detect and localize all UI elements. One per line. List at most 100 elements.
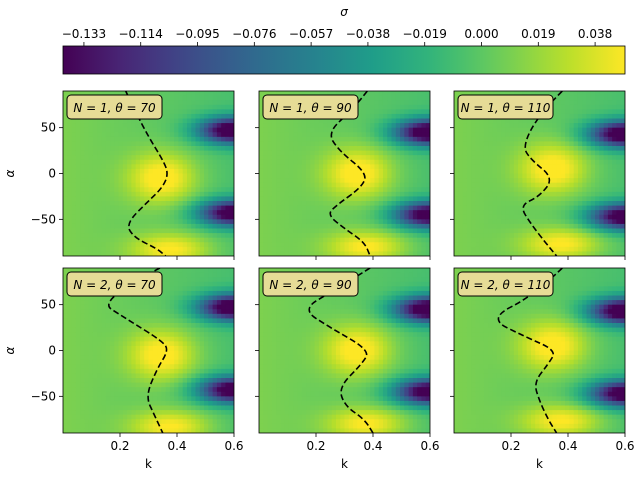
heatmap-cell bbox=[276, 159, 281, 165]
heatmap-cell bbox=[276, 182, 281, 188]
annotation-box bbox=[262, 94, 359, 120]
heatmap-cell bbox=[370, 237, 376, 243]
colorbar-tick-label: −0.076 bbox=[232, 27, 276, 41]
heatmap-cell bbox=[135, 233, 141, 239]
heatmap-cell bbox=[378, 219, 384, 225]
heatmap-cell bbox=[318, 210, 324, 216]
heatmap-cell bbox=[425, 104, 430, 110]
heatmap-cell bbox=[501, 150, 506, 156]
heatmap-cell bbox=[293, 118, 299, 124]
heatmap-cell bbox=[530, 164, 536, 170]
heatmap-cell bbox=[118, 187, 124, 193]
heatmap-cell bbox=[75, 359, 81, 365]
heatmap-cell bbox=[216, 219, 222, 225]
heatmap-cell bbox=[378, 242, 384, 248]
heatmap-cell bbox=[169, 146, 175, 152]
heatmap-cell bbox=[284, 146, 290, 152]
heatmap-cell bbox=[573, 219, 579, 225]
heatmap-cell bbox=[556, 214, 562, 220]
heatmap-cell bbox=[118, 141, 124, 147]
heatmap-cell bbox=[599, 109, 605, 115]
heatmap-cell bbox=[573, 118, 579, 124]
heatmap-cell bbox=[552, 136, 558, 143]
heatmap-cell bbox=[603, 251, 609, 256]
heatmap-cell bbox=[131, 428, 137, 433]
heatmap-cell bbox=[395, 132, 401, 138]
heatmap-cell bbox=[178, 136, 184, 143]
heatmap-cell bbox=[331, 136, 337, 143]
heatmap-cell bbox=[417, 168, 423, 175]
heatmap-cell bbox=[556, 210, 562, 216]
heatmap-cell bbox=[387, 141, 393, 147]
heatmap-cell bbox=[84, 327, 90, 333]
heatmap-cell bbox=[174, 132, 180, 138]
heatmap-cell bbox=[603, 178, 609, 184]
heatmap-cell bbox=[114, 173, 120, 179]
heatmap-cell bbox=[199, 223, 205, 230]
heatmap-cell bbox=[122, 123, 128, 129]
heatmap-cell bbox=[475, 141, 481, 147]
heatmap-cell bbox=[488, 201, 494, 207]
heatmap-cell bbox=[458, 182, 464, 188]
heatmap-cell bbox=[75, 178, 81, 184]
heatmap-cell bbox=[526, 150, 532, 156]
heatmap-cell bbox=[178, 233, 184, 239]
heatmap-cell bbox=[199, 159, 205, 165]
heatmap-cell bbox=[408, 146, 414, 152]
heatmap-cell bbox=[288, 187, 294, 193]
heatmap-cell bbox=[80, 123, 85, 129]
heatmap-cell bbox=[144, 168, 150, 175]
heatmap-cell bbox=[306, 146, 311, 152]
heatmap-cell bbox=[522, 118, 528, 124]
heatmap-cell bbox=[92, 327, 98, 333]
heatmap-cell bbox=[118, 355, 124, 361]
heatmap-cell bbox=[501, 132, 506, 138]
heatmap-cell bbox=[71, 123, 77, 129]
heatmap-cell bbox=[122, 327, 128, 333]
heatmap-cell bbox=[365, 104, 371, 110]
heatmap-cell bbox=[599, 196, 605, 202]
heatmap-cell bbox=[63, 219, 68, 225]
heatmap-cell bbox=[229, 187, 234, 193]
heatmap-cell bbox=[71, 246, 77, 253]
heatmap-cell bbox=[204, 155, 209, 161]
heatmap-cell bbox=[417, 223, 423, 230]
heatmap-cell bbox=[280, 251, 286, 256]
heatmap-cell bbox=[548, 201, 553, 207]
heatmap-cell bbox=[127, 400, 132, 407]
heatmap-cell bbox=[75, 295, 81, 301]
heatmap-cell bbox=[306, 205, 311, 211]
heatmap-cell bbox=[535, 178, 541, 184]
heatmap-cell bbox=[509, 159, 515, 165]
heatmap-cell bbox=[63, 100, 68, 106]
heatmap-cell bbox=[590, 155, 596, 161]
heatmap-cell bbox=[479, 136, 485, 143]
heatmap-cell bbox=[492, 91, 498, 97]
heatmap-cell bbox=[421, 118, 427, 124]
heatmap-cell bbox=[306, 159, 311, 165]
heatmap-cell bbox=[105, 205, 111, 211]
heatmap-cell bbox=[216, 205, 222, 211]
heatmap-cell bbox=[97, 382, 103, 388]
heatmap-cell bbox=[454, 132, 459, 138]
heatmap-cell bbox=[607, 237, 613, 243]
heatmap-cell bbox=[80, 173, 85, 179]
heatmap-cell bbox=[97, 364, 103, 370]
heatmap-cell bbox=[318, 173, 324, 179]
heatmap-cell bbox=[454, 113, 459, 120]
heatmap-cell bbox=[387, 233, 393, 239]
heatmap-cell bbox=[63, 237, 68, 243]
heatmap-cell bbox=[475, 214, 481, 220]
heatmap-cell bbox=[620, 219, 625, 225]
heatmap-cell bbox=[216, 123, 222, 129]
heatmap-cell bbox=[505, 242, 511, 248]
heatmap-cell bbox=[199, 246, 205, 253]
heatmap-cell bbox=[425, 123, 430, 129]
heatmap-cell bbox=[84, 118, 90, 124]
heatmap-cell bbox=[212, 123, 218, 129]
heatmap-cell bbox=[63, 309, 68, 315]
heatmap-cell bbox=[178, 201, 184, 207]
heatmap-cell bbox=[178, 164, 184, 170]
heatmap-cell bbox=[595, 159, 600, 165]
heatmap-cell bbox=[569, 219, 575, 225]
